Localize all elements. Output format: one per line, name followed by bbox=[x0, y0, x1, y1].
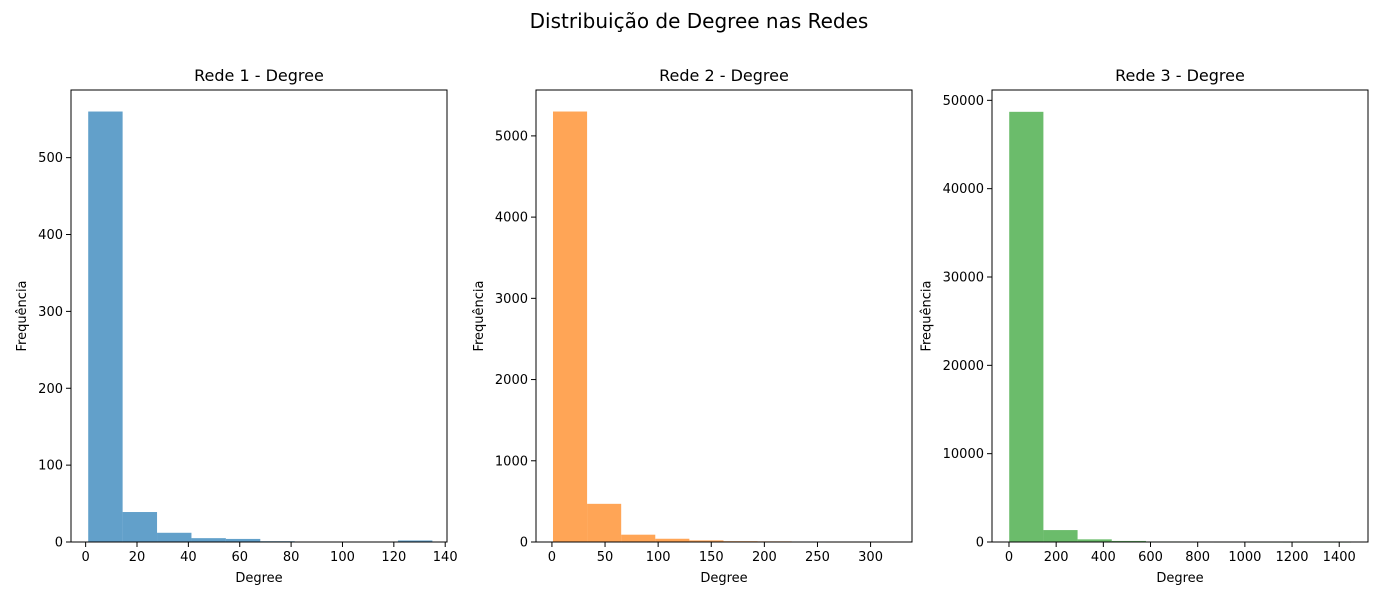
histogram-bar bbox=[191, 538, 226, 542]
x-tick-label: 600 bbox=[1138, 550, 1163, 565]
histogram-panel-rede-2: 0 50 100 150 200 250 300010002000300040005000R… bbox=[472, 66, 913, 586]
x-tick-label: 0 bbox=[81, 550, 89, 565]
y-tick-label: 40000 bbox=[943, 182, 984, 197]
histogram-bar bbox=[1077, 539, 1112, 542]
x-tick-label: 120 bbox=[381, 550, 406, 565]
x-tick-label: 200 bbox=[752, 550, 777, 565]
axes-frame bbox=[991, 89, 1369, 543]
histogram-bar bbox=[397, 540, 433, 542]
y-tick-label: 100 bbox=[38, 459, 63, 474]
y-tick-label: 3000 bbox=[495, 292, 528, 307]
histogram-bar bbox=[655, 538, 690, 542]
histogram-bar bbox=[1043, 530, 1078, 542]
histogram-bar bbox=[1111, 540, 1146, 542]
x-tick-label: 20 bbox=[129, 550, 146, 565]
x-tick-label: 250 bbox=[805, 550, 830, 565]
x-tick-label: 1200 bbox=[1275, 550, 1308, 565]
x-tick-label: 40 bbox=[180, 550, 197, 565]
x-tick-label: 200 bbox=[1044, 550, 1069, 565]
y-tick-label: 30000 bbox=[943, 271, 984, 286]
x-tick-label: 140 bbox=[433, 550, 458, 565]
y-tick-label: 4000 bbox=[495, 211, 528, 226]
x-tick-label: 800 bbox=[1185, 550, 1210, 565]
histogram-panel-rede-1: 0 20 40 60 80 100 120 140 0 100 200 300 400 500 Rede 1… bbox=[15, 66, 458, 586]
y-tick-label: 0 bbox=[55, 536, 63, 551]
x-tick-label: 1400 bbox=[1323, 550, 1356, 565]
histogram-bar bbox=[122, 512, 158, 542]
y-tick-label: 1000 bbox=[495, 454, 528, 469]
x-tick-label: 300 bbox=[858, 550, 883, 565]
y-tick-label: 200 bbox=[38, 382, 63, 397]
panel-title: Rede 3 - Degree bbox=[1115, 66, 1245, 85]
y-tick-label: 20000 bbox=[943, 359, 984, 374]
figure-suptitle: Distribuição de Degree nas Redes bbox=[530, 9, 869, 33]
y-axis-label: Frequência bbox=[920, 280, 935, 351]
histogram-bar bbox=[88, 111, 123, 543]
y-tick-label: 400 bbox=[38, 228, 63, 243]
y-tick-label: 10000 bbox=[943, 447, 984, 462]
y-tick-label: 5000 bbox=[495, 129, 528, 144]
x-tick-label: 60 bbox=[231, 550, 248, 565]
x-axis-label: Degree bbox=[1156, 571, 1203, 586]
histogram-panel-rede-3: 0 200 400 600 800 1000 1200 1400 0 10000 20000 3000… bbox=[920, 66, 1369, 586]
axes-frame bbox=[535, 89, 913, 543]
histogram-bar bbox=[587, 503, 622, 542]
histogram-bar bbox=[1009, 111, 1044, 543]
panel-title: Rede 1 - Degree bbox=[194, 66, 324, 85]
x-axis-label: Degree bbox=[235, 571, 282, 586]
histogram-bar bbox=[157, 532, 192, 542]
histogram-bar bbox=[552, 111, 588, 543]
panel-title: Rede 2 - Degree bbox=[659, 66, 789, 85]
axes-frame bbox=[70, 89, 448, 543]
x-tick-label: 400 bbox=[1091, 550, 1116, 565]
histogram-bar bbox=[225, 538, 261, 542]
x-tick-label: 0 bbox=[548, 550, 556, 565]
y-axis-label: Frequência bbox=[15, 280, 30, 351]
x-tick-label: 1000 bbox=[1228, 550, 1261, 565]
x-axis-label: Degree bbox=[700, 571, 747, 586]
y-tick-label: 500 bbox=[38, 151, 63, 166]
y-axis-label: Frequência bbox=[472, 280, 487, 351]
x-tick-label: 80 bbox=[283, 550, 300, 565]
histogram-bar bbox=[621, 534, 656, 542]
y-tick-label: 2000 bbox=[495, 373, 528, 388]
y-tick-label: 300 bbox=[38, 305, 63, 320]
y-tick-label: 0 bbox=[520, 536, 528, 551]
x-tick-label: 50 bbox=[597, 550, 614, 565]
x-tick-label: 100 bbox=[646, 550, 671, 565]
x-tick-label: 0 bbox=[1005, 550, 1013, 565]
y-tick-label: 0 bbox=[976, 536, 984, 551]
x-tick-label: 100 bbox=[330, 550, 355, 565]
x-tick-label: 150 bbox=[699, 550, 724, 565]
histogram-bar bbox=[689, 540, 724, 542]
y-tick-label: 50000 bbox=[943, 94, 984, 109]
